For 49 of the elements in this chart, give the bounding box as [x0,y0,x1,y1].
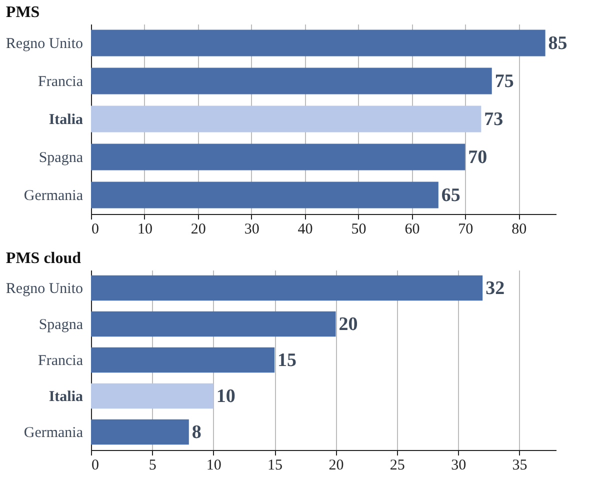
x-tick-label: 20 [328,458,344,474]
data-label: 32 [486,278,505,299]
y-tick-label: Italia [48,389,84,405]
bar [91,106,482,132]
y-tick-label: Spagna [38,317,84,333]
bar [91,30,546,56]
y-tick-label: Germania [24,188,84,204]
y-tick-label: Spagna [38,150,84,166]
x-tick-label: 50 [351,222,366,238]
y-tick-label: Italia [48,112,84,128]
y-tick-label: Francia [38,74,84,90]
chart-title: PMS cloud [6,250,82,267]
x-tick-label: 5 [148,458,156,474]
y-tick-label: Regno Unito [6,281,83,297]
data-label: 65 [441,185,460,206]
data-label: 20 [338,314,358,335]
data-label: 10 [216,386,236,407]
x-tick-label: 0 [92,458,99,474]
x-tick-label: 40 [298,222,313,238]
x-tick-label: 0 [92,222,99,238]
bar [91,419,189,445]
bar [91,68,492,94]
x-tick-label: 30 [244,222,260,238]
x-tick-label: 30 [451,458,466,474]
x-tick-label: 10 [206,458,222,474]
y-tick-label: Francia [38,353,84,369]
data-label: 8 [192,422,202,443]
y-tick-label: Germania [24,425,84,441]
chart-title: PMS [6,4,40,21]
bar [91,347,275,373]
x-tick-label: 10 [137,222,152,238]
bar [91,182,438,208]
data-label: 73 [484,109,504,130]
data-label: 70 [468,147,488,168]
data-label: 15 [278,350,297,371]
x-tick-label: 20 [190,222,206,238]
x-tick-label: 60 [404,222,420,238]
bar [91,275,483,301]
y-tick-label: Regno Unito [6,36,83,52]
data-label: 85 [548,33,568,54]
bar [91,383,214,409]
x-tick-label: 70 [458,222,474,238]
x-tick-label: 25 [390,458,405,474]
data-label: 75 [494,71,514,92]
x-tick-label: 35 [512,458,528,474]
bar [91,311,336,337]
x-tick-label: 80 [512,222,527,238]
x-tick-label: 15 [268,458,283,474]
bar [91,144,466,170]
